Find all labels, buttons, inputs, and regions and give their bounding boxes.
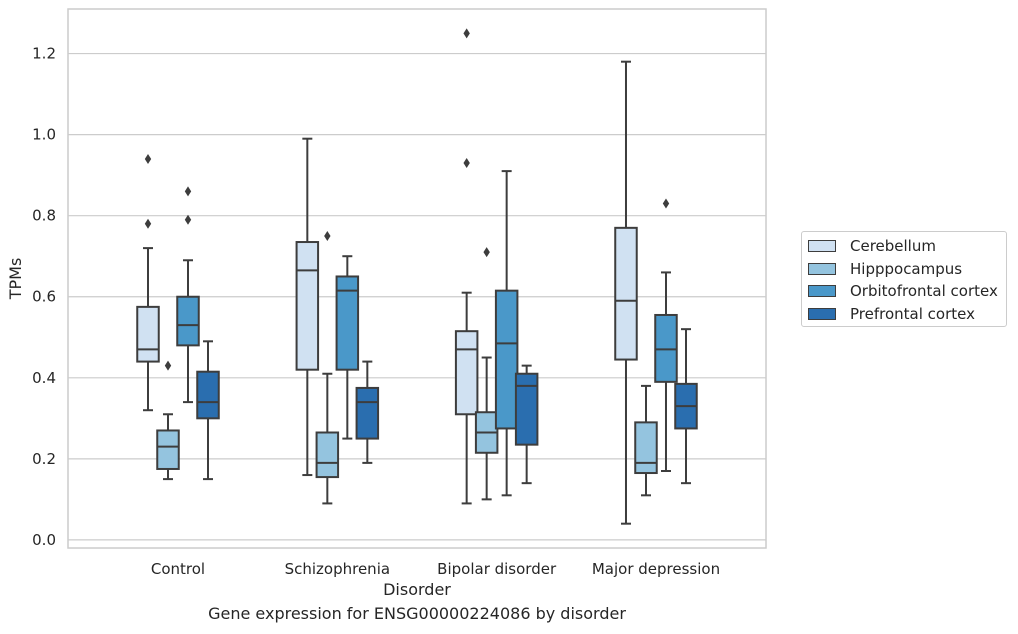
box xyxy=(176,295,200,347)
x-tick-label: Control xyxy=(151,560,205,578)
box-plot xyxy=(474,247,499,501)
box xyxy=(514,372,539,446)
box-plot xyxy=(614,60,638,525)
x-tick-label: Bipolar disorder xyxy=(437,560,557,578)
y-tick-label: 1.2 xyxy=(32,45,56,63)
x-tick-label: Schizophrenia xyxy=(285,560,390,578)
box-plot xyxy=(494,170,519,497)
box xyxy=(614,226,638,361)
plot-frame xyxy=(67,8,767,549)
box xyxy=(355,386,380,440)
legend-label: Orbitofrontal cortex xyxy=(850,282,998,300)
legend-item-orbitofrontal-cortex: Orbitofrontal cortex xyxy=(808,281,998,301)
box xyxy=(634,421,658,475)
box-plots xyxy=(136,28,698,525)
x-tick-label: Major depression xyxy=(592,560,720,578)
outlier-point xyxy=(144,153,152,164)
box-plot xyxy=(136,153,160,412)
legend-swatch-hippocampus xyxy=(808,263,836,275)
box-plot xyxy=(355,360,380,464)
outlier-point xyxy=(164,360,172,371)
box xyxy=(295,241,320,371)
box-plot xyxy=(514,364,539,485)
y-tick-label: 1.0 xyxy=(32,126,56,144)
box-plot xyxy=(315,230,340,505)
box-plot xyxy=(156,360,180,481)
y-tick-label: 0.0 xyxy=(32,531,56,549)
legend-swatch-orbitofrontal-cortex xyxy=(808,285,836,297)
outlier-point xyxy=(662,198,670,209)
legend-swatch-cerebellum xyxy=(808,240,836,252)
box-plot xyxy=(674,328,698,485)
x-tick-labels: Control Schizophrenia Bipolar disorder Majo… xyxy=(151,560,720,578)
box-plot xyxy=(176,186,200,404)
legend-label: Prefrontal cortex xyxy=(850,305,975,323)
box-plot xyxy=(634,384,658,497)
legend: Cerebellum Hipppocampus Orbitofrontal co… xyxy=(801,231,1007,327)
box xyxy=(335,275,360,371)
y-axis-label: TPMs xyxy=(6,258,25,301)
figure-caption: Gene expression for ENSG00000224086 by d… xyxy=(208,604,626,623)
outlier-point xyxy=(463,158,470,168)
box-plot xyxy=(654,198,678,472)
outlier-point xyxy=(324,230,331,241)
y-tick-label: 0.8 xyxy=(32,207,56,225)
box xyxy=(156,429,180,470)
outlier-point xyxy=(483,247,490,258)
box-plot xyxy=(335,255,360,440)
x-axis-label: Disorder xyxy=(383,580,451,599)
box-plot xyxy=(196,340,220,481)
y-tick-label: 0.6 xyxy=(32,288,56,306)
y-tick-label: 0.2 xyxy=(32,450,56,468)
legend-item-prefrontal-cortex: Prefrontal cortex xyxy=(808,304,975,324)
outlier-point xyxy=(184,186,192,197)
outlier-point xyxy=(144,218,152,229)
legend-label: Cerebellum xyxy=(850,237,936,255)
box xyxy=(196,370,220,420)
box xyxy=(315,431,340,479)
legend-label: Hipppocampus xyxy=(850,260,963,278)
legend-item-cerebellum: Cerebellum xyxy=(808,236,936,256)
outlier-point xyxy=(463,28,470,39)
outlier-point xyxy=(184,214,192,225)
box xyxy=(494,289,519,430)
legend-swatch-prefrontal-cortex xyxy=(808,308,836,320)
y-tick-labels: 0.0 0.2 0.4 0.6 0.8 1.0 1.2 xyxy=(32,45,56,549)
box-plot xyxy=(295,137,320,477)
y-tick-label: 0.4 xyxy=(32,369,56,387)
legend-item-hippocampus: Hipppocampus xyxy=(808,259,962,279)
box-plot xyxy=(454,28,479,505)
box xyxy=(136,305,160,363)
box xyxy=(654,313,678,383)
box xyxy=(454,330,479,416)
